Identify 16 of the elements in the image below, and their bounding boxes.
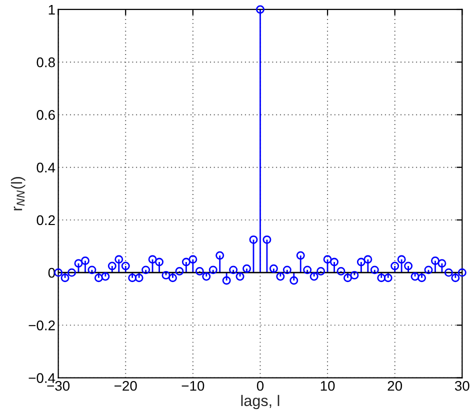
y-tick-label: 0.8 <box>36 57 55 68</box>
x-tick-label: −30 <box>47 380 70 391</box>
y-axis-title: r$_{NN}$(l) <box>10 177 26 210</box>
x-tick-label: 0 <box>256 380 264 391</box>
x-tick-label: 30 <box>454 380 470 391</box>
y-tick-label: −0.4 <box>28 373 56 383</box>
y-tick-label: 0.4 <box>36 162 56 172</box>
y-tick-label: 0.6 <box>36 110 55 120</box>
y-tick-label: 0.2 <box>36 215 55 226</box>
x-tick-label: 20 <box>388 380 402 391</box>
y-tick-label: −0.2 <box>28 320 55 330</box>
x-tick-label: −10 <box>182 380 204 391</box>
y-tick-label: 1 <box>48 4 55 15</box>
x-tick-label: −20 <box>114 380 137 391</box>
x-axis-title: lags, l <box>241 394 280 410</box>
x-tick-label: 10 <box>320 380 335 391</box>
